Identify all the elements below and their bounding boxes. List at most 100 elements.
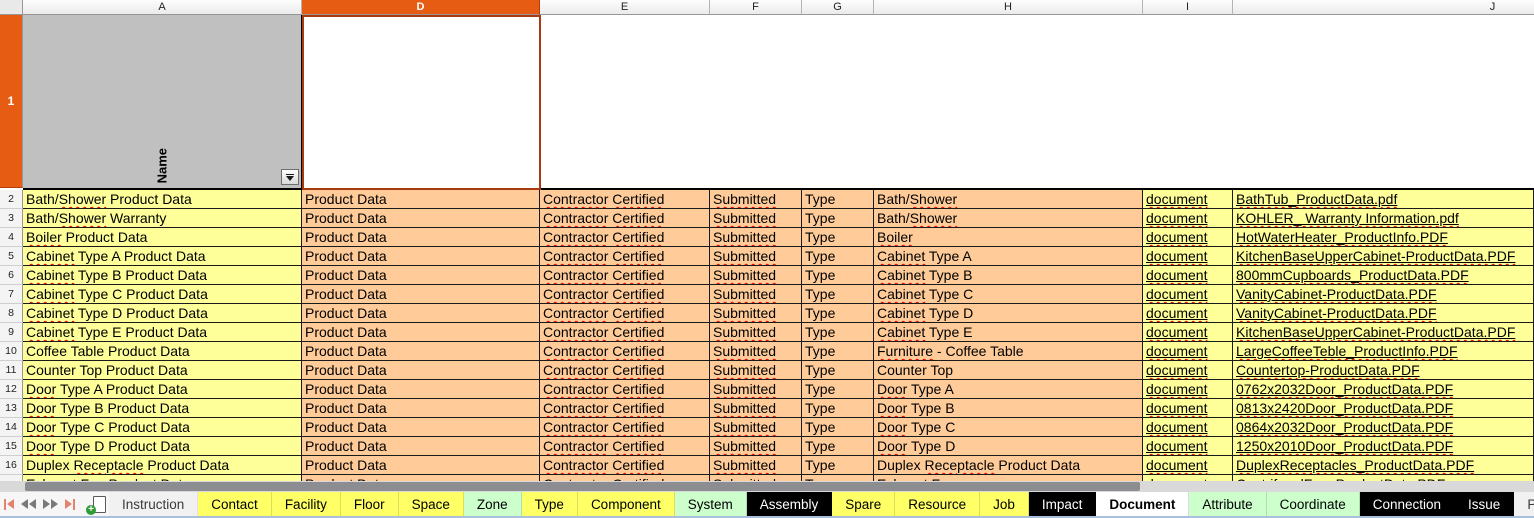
cell-F13[interactable]: Submitted — [710, 399, 802, 418]
row-header-11[interactable]: 11 — [0, 361, 23, 380]
sheet-tab-issue[interactable]: Issue — [1455, 492, 1515, 516]
row-header-17[interactable] — [0, 475, 23, 481]
cell-D5[interactable]: Product Data — [302, 247, 540, 266]
cell-E9[interactable]: Contractor Certified — [540, 323, 710, 342]
cell-A13[interactable]: Door Type B Product Data — [23, 399, 302, 418]
cell-D7[interactable]: Product Data — [302, 285, 540, 304]
cell-E11[interactable]: Contractor Certified — [540, 361, 710, 380]
cell-G8[interactable]: Type — [802, 304, 874, 323]
cell-G9[interactable]: Type — [802, 323, 874, 342]
first-sheet-button[interactable] — [4, 498, 14, 510]
sheet-tab-job[interactable]: Job — [980, 492, 1029, 516]
cell-G4[interactable]: Type — [802, 228, 874, 247]
cell-D17[interactable]: Product Data — [302, 475, 540, 481]
cell-D15[interactable]: Product Data — [302, 437, 540, 456]
sheet-tab-attribute[interactable]: Attribute — [1189, 492, 1267, 516]
cell-H15[interactable]: Door Type D — [874, 437, 1143, 456]
row-header-16[interactable]: 16 — [0, 456, 23, 475]
cell-A16[interactable]: Duplex Receptacle Product Data — [23, 456, 302, 475]
cell-I8[interactable]: document — [1143, 304, 1233, 323]
cell-I13[interactable]: document — [1143, 399, 1233, 418]
cell-I17[interactable]: document — [1143, 475, 1233, 481]
cell-H6[interactable]: Cabinet Type B — [874, 266, 1143, 285]
cell-F6[interactable]: Submitted — [710, 266, 802, 285]
cell-D2[interactable]: Product Data — [302, 190, 540, 209]
last-sheet-button[interactable] — [65, 498, 75, 510]
cell-D14[interactable]: Product Data — [302, 418, 540, 437]
sheet-tab-assembly[interactable]: Assembly — [746, 492, 833, 516]
row-header-12[interactable]: 12 — [0, 380, 23, 399]
cell-E14[interactable]: Contractor Certified — [540, 418, 710, 437]
row-header-5[interactable]: 5 — [0, 247, 23, 266]
row-header-14[interactable]: 14 — [0, 418, 23, 437]
column-header-A[interactable]: A — [23, 0, 302, 15]
row-header-3[interactable]: 3 — [0, 209, 23, 228]
cell-D10[interactable]: Product Data — [302, 342, 540, 361]
sheet-tab-document[interactable]: Document — [1096, 492, 1190, 516]
cell-F11[interactable]: Submitted — [710, 361, 802, 380]
cell-F16[interactable]: Submitted — [710, 456, 802, 475]
cell-G13[interactable]: Type — [802, 399, 874, 418]
cell-F10[interactable]: Submitted — [710, 342, 802, 361]
cell-E8[interactable]: Contractor Certified — [540, 304, 710, 323]
row-header-6[interactable]: 6 — [0, 266, 23, 285]
cell-H8[interactable]: Cabinet Type D — [874, 304, 1143, 323]
cell-H10[interactable]: Furniture - Coffee Table — [874, 342, 1143, 361]
column-header-I[interactable]: I — [1143, 0, 1233, 15]
cell-A10[interactable]: Coffee Table Product Data — [23, 342, 302, 361]
sheet-tab-coordinate[interactable]: Coordinate — [1266, 492, 1360, 516]
cell-D13[interactable]: Product Data — [302, 399, 540, 418]
column-header-F[interactable]: F — [710, 0, 802, 15]
cell-G6[interactable]: Type — [802, 266, 874, 285]
cell-G16[interactable]: Type — [802, 456, 874, 475]
cell-I4[interactable]: document — [1143, 228, 1233, 247]
column-header-J[interactable]: J — [1233, 0, 1534, 15]
cell-F2[interactable]: Submitted — [710, 190, 802, 209]
cell-E6[interactable]: Contractor Certified — [540, 266, 710, 285]
cell-H4[interactable]: Boiler — [874, 228, 1143, 247]
cell-E15[interactable]: Contractor Certified — [540, 437, 710, 456]
cell-I11[interactable]: document — [1143, 361, 1233, 380]
cell-G15[interactable]: Type — [802, 437, 874, 456]
sheet-tab-impact[interactable]: Impact — [1028, 492, 1097, 516]
cell-I12[interactable]: document — [1143, 380, 1233, 399]
sheet-tab-component[interactable]: Component — [577, 492, 675, 516]
sheet-tab-instruction[interactable]: Instruction — [109, 492, 199, 516]
cell-I9[interactable]: document — [1143, 323, 1233, 342]
autofilter-dropdown-icon[interactable] — [281, 169, 299, 185]
cell-G3[interactable]: Type — [802, 209, 874, 228]
header-cell-A1[interactable]: Name — [23, 15, 302, 188]
cell-J12[interactable]: 0762x2032Door_ProductData.PDF — [1233, 380, 1534, 399]
row-header-10[interactable]: 10 — [0, 342, 23, 361]
column-header-G[interactable]: G — [802, 0, 874, 15]
cell-E3[interactable]: Contractor Certified — [540, 209, 710, 228]
cell-G2[interactable]: Type — [802, 190, 874, 209]
cell-A6[interactable]: Cabinet Type B Product Data — [23, 266, 302, 285]
sheet-tab-resource[interactable]: Resource — [895, 492, 981, 516]
select-all-corner[interactable] — [0, 0, 23, 15]
column-header-H[interactable]: H — [874, 0, 1143, 15]
cell-A8[interactable]: Cabinet Type D Product Data — [23, 304, 302, 323]
cell-H14[interactable]: Door Type C — [874, 418, 1143, 437]
cell-H2[interactable]: Bath/Shower — [874, 190, 1143, 209]
cell-J14[interactable]: 0864x2032Door_ProductData.PDF — [1233, 418, 1534, 437]
cell-F9[interactable]: Submitted — [710, 323, 802, 342]
cell-D9[interactable]: Product Data — [302, 323, 540, 342]
cell-D11[interactable]: Product Data — [302, 361, 540, 380]
cell-A12[interactable]: Door Type A Product Data — [23, 380, 302, 399]
row-header-1[interactable]: 1 — [0, 15, 23, 188]
horizontal-scrollbar-thumb[interactable] — [25, 482, 1140, 491]
cell-J16[interactable]: DuplexReceptacles_ProductData.PDF — [1233, 456, 1534, 475]
cell-A14[interactable]: Door Type C Product Data — [23, 418, 302, 437]
cell-F14[interactable]: Submitted — [710, 418, 802, 437]
row-header-9[interactable]: 9 — [0, 323, 23, 342]
previous-sheet-button[interactable] — [21, 499, 36, 509]
cell-F7[interactable]: Submitted — [710, 285, 802, 304]
sheet-tab-connection[interactable]: Connection — [1359, 492, 1456, 516]
cell-G17[interactable]: Type — [802, 475, 874, 481]
cell-J13[interactable]: 0813x2420Door_ProductData.PDF — [1233, 399, 1534, 418]
cell-A7[interactable]: Cabinet Type C Product Data — [23, 285, 302, 304]
row-header-8[interactable]: 8 — [0, 304, 23, 323]
cell-D8[interactable]: Product Data — [302, 304, 540, 323]
cell-H12[interactable]: Door Type A — [874, 380, 1143, 399]
